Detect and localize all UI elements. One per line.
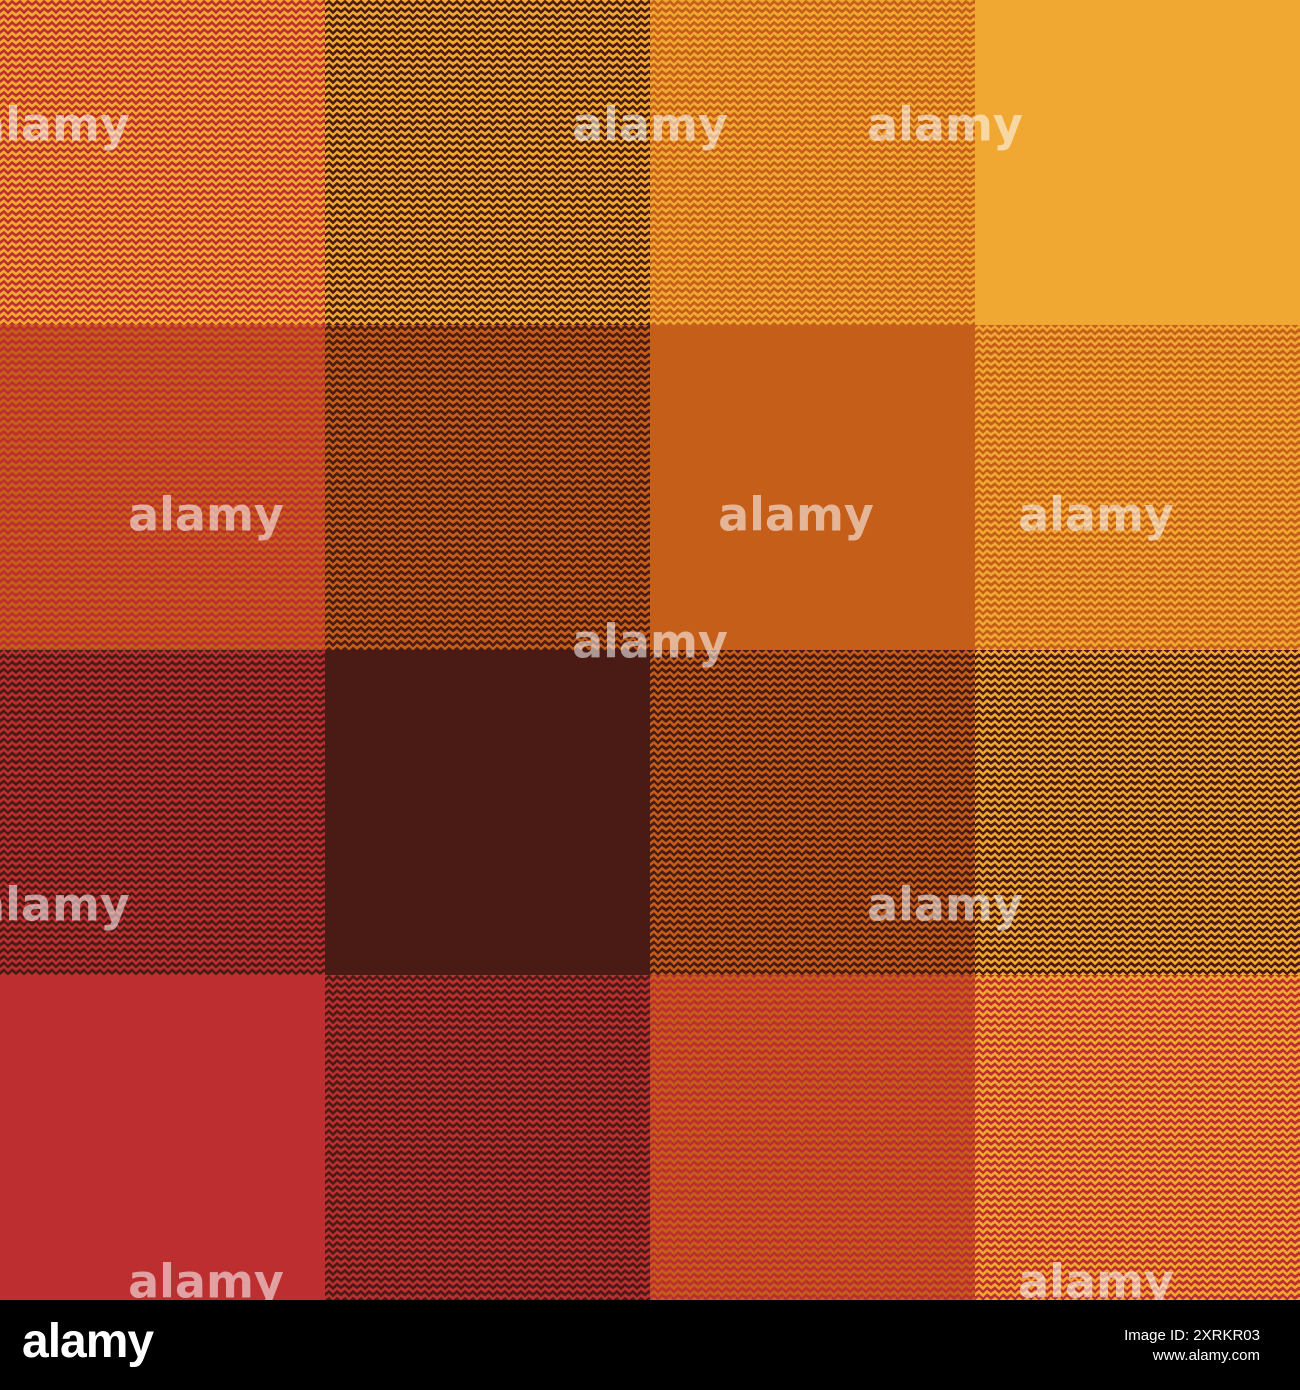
solid-cell [975,0,1300,325]
watermark: alamy [128,488,284,542]
herringbone-cell [650,975,975,1300]
solid-cell [650,325,975,650]
herringbone-cell [975,325,1300,650]
watermark: alamy [572,98,728,152]
herringbone-cell [650,0,975,325]
herringbone-cell [325,325,650,650]
pattern-image: alamy alamy alamy alamy alamy alamy alamy alamy… [0,0,1300,1300]
logo: alamy [22,1315,154,1368]
footer: alamy Image ID: 2XRKR03 www.alamy.com [0,1300,1300,1390]
herringbone-cell [650,650,975,975]
watermark: alamy [1018,1255,1174,1301]
watermark: alamy [0,878,130,932]
watermark: alamy [572,615,728,669]
solid-cell [325,650,650,975]
watermark: alamy [867,878,1023,932]
watermark: alamy [867,98,1023,152]
url: www.alamy.com [1152,1347,1260,1364]
image-id: Image ID: 2XRKR03 [1124,1327,1260,1344]
herringbone-cell [975,650,1300,975]
herringbone-cell [975,975,1300,1300]
image-info: Image ID: 2XRKR03 www.alamy.com [1124,1326,1260,1366]
herringbone-cell [0,0,325,325]
solid-cell [0,975,325,1300]
herringbone-cell [0,325,325,650]
watermark: alamy [128,1255,284,1301]
watermark: alamy [1018,488,1174,542]
watermark: alamy [718,488,874,542]
watermark: alamy [0,98,130,152]
herringbone-cell [0,650,325,975]
herringbone-cell [325,0,650,325]
herringbone-cell [325,975,650,1300]
